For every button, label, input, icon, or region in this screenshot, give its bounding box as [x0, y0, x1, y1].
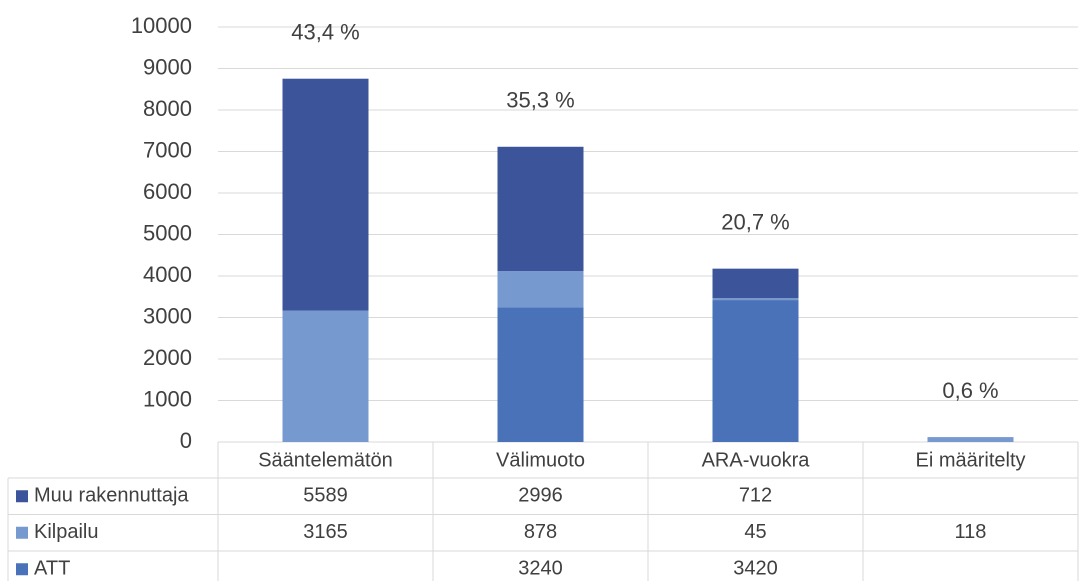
y-tick-label: 8000: [143, 96, 192, 121]
y-tick-label: 4000: [143, 262, 192, 287]
y-tick-label: 1000: [143, 386, 192, 411]
total-label: 20,7 %: [721, 209, 790, 234]
y-tick-label: 7000: [143, 137, 192, 162]
legend-label: Kilpailu: [34, 521, 98, 543]
bar-segment: [927, 437, 1014, 442]
x-tick-label: ARA-vuokra: [702, 449, 811, 471]
table-value: 2996: [518, 485, 563, 507]
legend-swatch: [16, 490, 28, 503]
total-label: 35,3 %: [506, 88, 575, 113]
legend-swatch: [16, 526, 28, 539]
table-value: 712: [739, 485, 772, 507]
bar-segment: [282, 310, 369, 442]
y-tick-label: 9000: [143, 54, 192, 79]
legend-swatch: [16, 563, 28, 576]
total-label: 43,4 %: [291, 20, 360, 45]
table-value: 3240: [518, 558, 563, 580]
total-label: 0,6 %: [942, 378, 998, 403]
y-tick-label: 0: [180, 428, 192, 453]
y-tick-label: 2000: [143, 345, 192, 370]
table-value: 878: [524, 521, 557, 543]
table-value: 3165: [303, 521, 348, 543]
y-tick-label: 6000: [143, 179, 192, 204]
legend-label: ATT: [34, 558, 70, 580]
table-value: 118: [955, 521, 987, 543]
bar-segment: [497, 307, 584, 442]
x-tick-label: Sääntelemätön: [258, 449, 393, 471]
y-tick-label: 3000: [143, 303, 192, 328]
legend-label: Muu rakennuttaja: [34, 485, 189, 507]
y-tick-label: 5000: [143, 220, 192, 245]
bar-segment: [497, 146, 584, 272]
table-value: 3420: [733, 558, 778, 580]
table-value: 5589: [303, 485, 348, 507]
bar-segment: [712, 300, 799, 442]
bar-segment: [497, 271, 584, 308]
bar-segment: [712, 298, 799, 301]
x-tick-label: Ei määritelty: [915, 449, 1025, 471]
table-value: 45: [744, 521, 766, 543]
bar-segment: [712, 268, 799, 299]
y-tick-label: 10000: [131, 13, 192, 38]
x-tick-label: Välimuoto: [496, 449, 585, 471]
bar-segment: [282, 78, 369, 311]
